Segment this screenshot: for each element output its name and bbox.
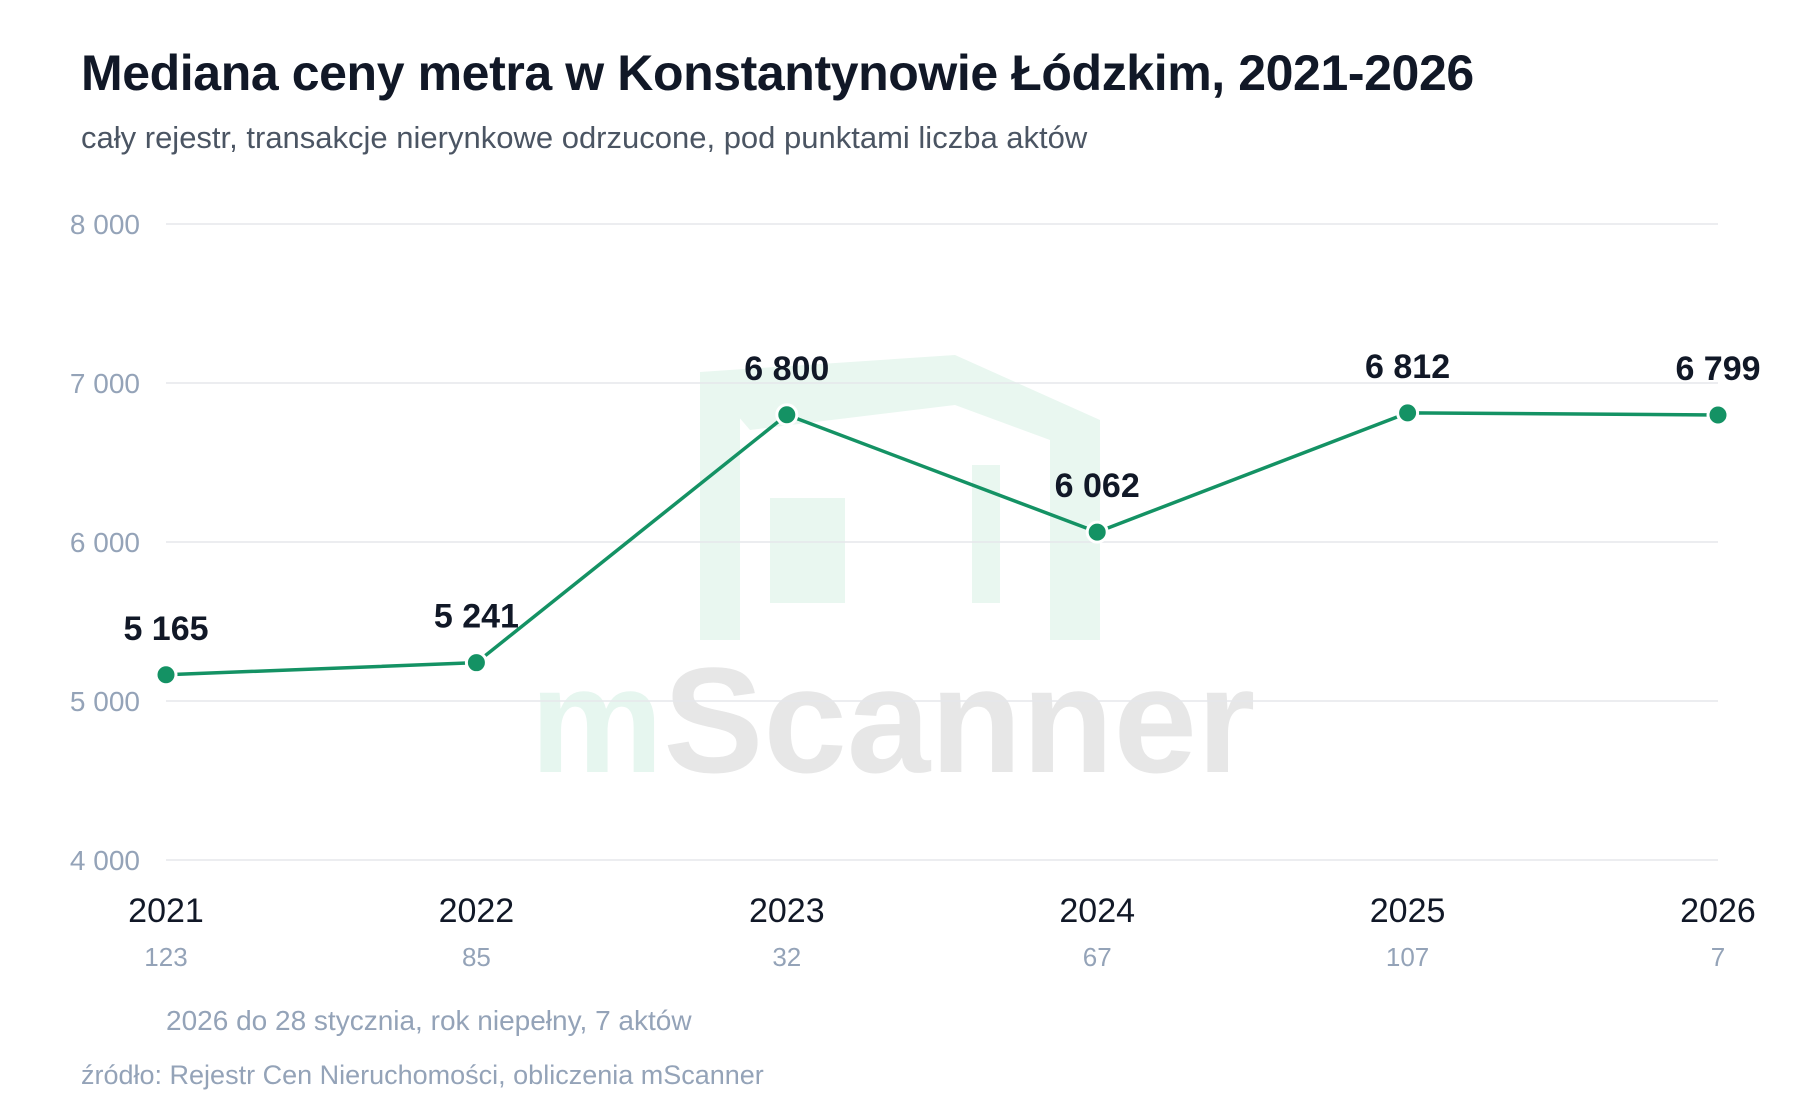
data-label: 5 165 — [123, 610, 208, 648]
y-tick-label: 6 000 — [70, 527, 140, 558]
x-tick-label: 2021 — [128, 892, 204, 930]
watermark-text-m: m — [530, 636, 663, 804]
data-point — [464, 651, 488, 675]
data-point — [1085, 520, 1109, 544]
chart-title: Mediana ceny metra w Konstantynowie Łódz… — [81, 45, 1474, 101]
y-axis-ticks: 4 000 5 000 6 000 7 000 8 000 — [70, 209, 140, 876]
y-tick-label: 4 000 — [70, 845, 140, 876]
chart-subtitle: cały rejestr, transakcje nierynkowe odrz… — [81, 120, 1088, 155]
series-line — [165, 411, 1719, 677]
series-points — [154, 401, 1730, 687]
data-point — [154, 663, 178, 687]
data-label: 6 812 — [1365, 348, 1450, 386]
x-tick-label: 2025 — [1370, 892, 1446, 930]
watermark-window-icon — [770, 498, 845, 603]
grid-lines — [166, 223, 1718, 861]
x-count-label: 107 — [1386, 942, 1429, 972]
watermark-house-icon — [700, 355, 1100, 640]
data-point — [775, 403, 799, 427]
x-axis-ticks: 2021 123 2022 85 2023 32 2024 67 2025 107 2026 7 — [128, 892, 1756, 972]
footnote: 2026 do 28 stycznia, rok niepełny, 7 akt… — [166, 1005, 692, 1036]
x-tick-label: 2022 — [439, 892, 515, 930]
watermark-text-scanner: Scanner — [663, 636, 1255, 804]
x-tick-label: 2023 — [749, 892, 825, 930]
x-count-label: 85 — [462, 942, 491, 972]
series-line-path — [165, 411, 1719, 677]
data-label: 6 799 — [1675, 350, 1760, 388]
y-tick-label: 5 000 — [70, 686, 140, 717]
watermark-logo: mScanner — [530, 355, 1255, 804]
y-tick-label: 8 000 — [70, 209, 140, 240]
data-label: 5 241 — [434, 598, 519, 636]
x-tick-label: 2024 — [1059, 892, 1135, 930]
x-count-label: 7 — [1711, 942, 1725, 972]
source-note: źródło: Rejestr Cen Nieruchomości, oblic… — [81, 1060, 764, 1090]
x-count-label: 67 — [1083, 942, 1112, 972]
data-labels: 5 165 5 241 6 800 6 062 6 812 6 799 — [123, 348, 1760, 648]
y-tick-label: 7 000 — [70, 368, 140, 399]
data-point — [1706, 403, 1730, 427]
x-count-label: 123 — [144, 942, 187, 972]
x-count-label: 32 — [772, 942, 801, 972]
data-label: 6 062 — [1055, 467, 1140, 505]
data-label: 6 800 — [744, 350, 829, 388]
data-point — [1396, 401, 1420, 425]
watermark-text: mScanner — [530, 636, 1255, 804]
x-tick-label: 2026 — [1680, 892, 1756, 930]
